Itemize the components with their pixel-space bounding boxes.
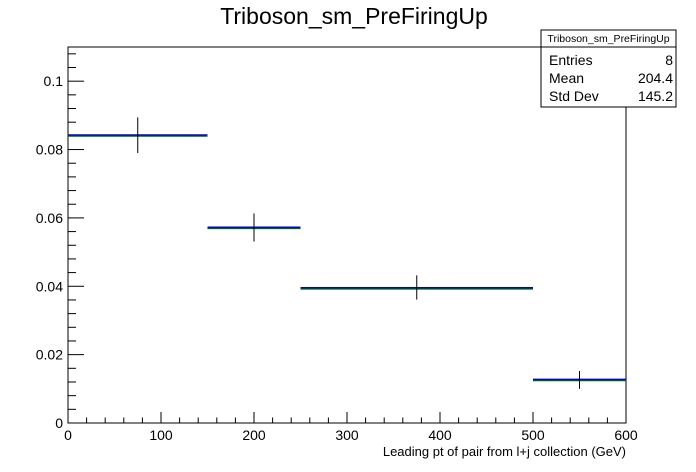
chart-title: Triboson_sm_PreFiringUp [220, 3, 488, 29]
x-tick-label: 500 [521, 427, 545, 443]
stats-box: Triboson_sm_PreFiringUp Entries 8 Mean 2… [540, 29, 677, 108]
x-axis-label: Leading pt of pair from l+j collection (… [383, 444, 626, 459]
x-tick-label: 400 [428, 427, 452, 443]
x-tick-label: 0 [64, 427, 72, 443]
y-tick-label: 0.1 [44, 73, 64, 89]
y-tick-label: 0.04 [36, 278, 63, 294]
stats-entries-label: Entries [549, 52, 593, 68]
stats-mean-value: 204.4 [638, 70, 673, 86]
stats-box-frame [540, 29, 677, 108]
x-tick-label: 200 [242, 427, 266, 443]
x-tick-label: 300 [335, 427, 359, 443]
y-axis-ticks: 0 0.02 0.04 0.06 0.08 0.1 [36, 53, 84, 431]
stats-stddev-label: Std Dev [549, 88, 599, 104]
stats-entries-value: 8 [665, 52, 673, 68]
stats-stddev-value: 145.2 [638, 88, 673, 104]
x-tick-label: 100 [149, 427, 173, 443]
stats-box-title: Triboson_sm_PreFiringUp [547, 33, 669, 45]
y-tick-label: 0.08 [36, 142, 63, 158]
x-tick-label: 600 [614, 427, 638, 443]
y-tick-label: 0.02 [36, 347, 63, 363]
y-tick-label: 0 [55, 415, 63, 431]
x-axis-ticks: 0 100 200 300 400 500 600 [64, 412, 638, 443]
stats-mean-label: Mean [549, 70, 584, 86]
histogram-bins [68, 117, 626, 389]
y-tick-label: 0.06 [36, 210, 63, 226]
